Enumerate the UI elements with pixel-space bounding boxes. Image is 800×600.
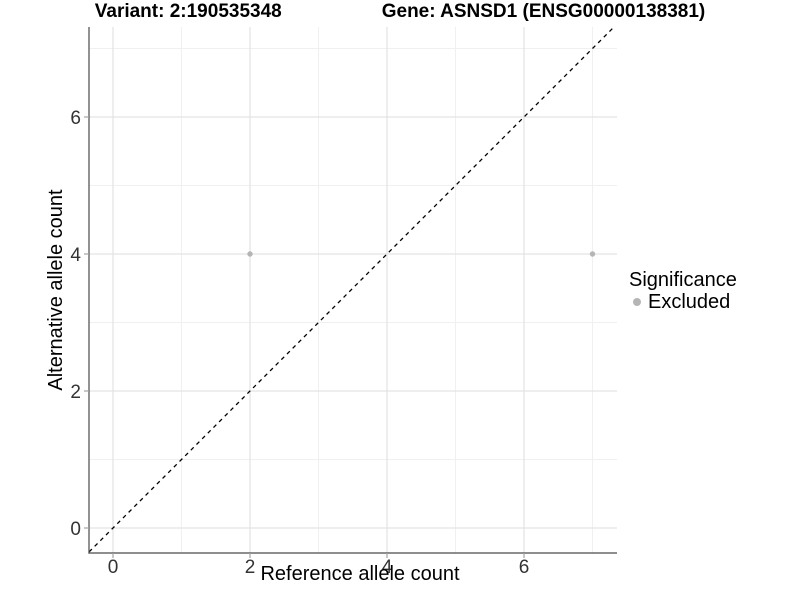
x-tick-label: 2	[245, 557, 256, 578]
legend-item-excluded: Excluded	[629, 292, 737, 312]
data-point-excluded	[589, 251, 596, 257]
identity-dashed-line	[88, 26, 615, 553]
legend-title: Significance	[629, 269, 737, 291]
variant-title: Variant: 2:190535348	[94, 1, 282, 22]
x-axis-title: Reference allele count	[260, 563, 460, 585]
data-point-excluded	[247, 251, 253, 257]
excluded-point-icon	[633, 298, 641, 306]
x-tick-label: 6	[519, 557, 530, 578]
y-tick-label: 2	[70, 382, 81, 403]
plot-title: Variant: 2:190535348 Gene: ASNSD1 (ENSG0…	[0, 1, 800, 23]
y-tick-label: 0	[70, 519, 81, 540]
gene-title: Gene: ASNSD1 (ENSG00000138381)	[381, 1, 706, 22]
y-axis-title: Alternative allele count	[45, 189, 67, 391]
legend-item-label: Excluded	[648, 291, 731, 313]
y-tick-label: 4	[70, 245, 81, 266]
x-tick-label: 0	[108, 557, 119, 578]
y-tick-label: 6	[70, 108, 81, 129]
x-tick-label: 4	[382, 557, 393, 578]
legend: Significance Excluded	[629, 269, 737, 313]
